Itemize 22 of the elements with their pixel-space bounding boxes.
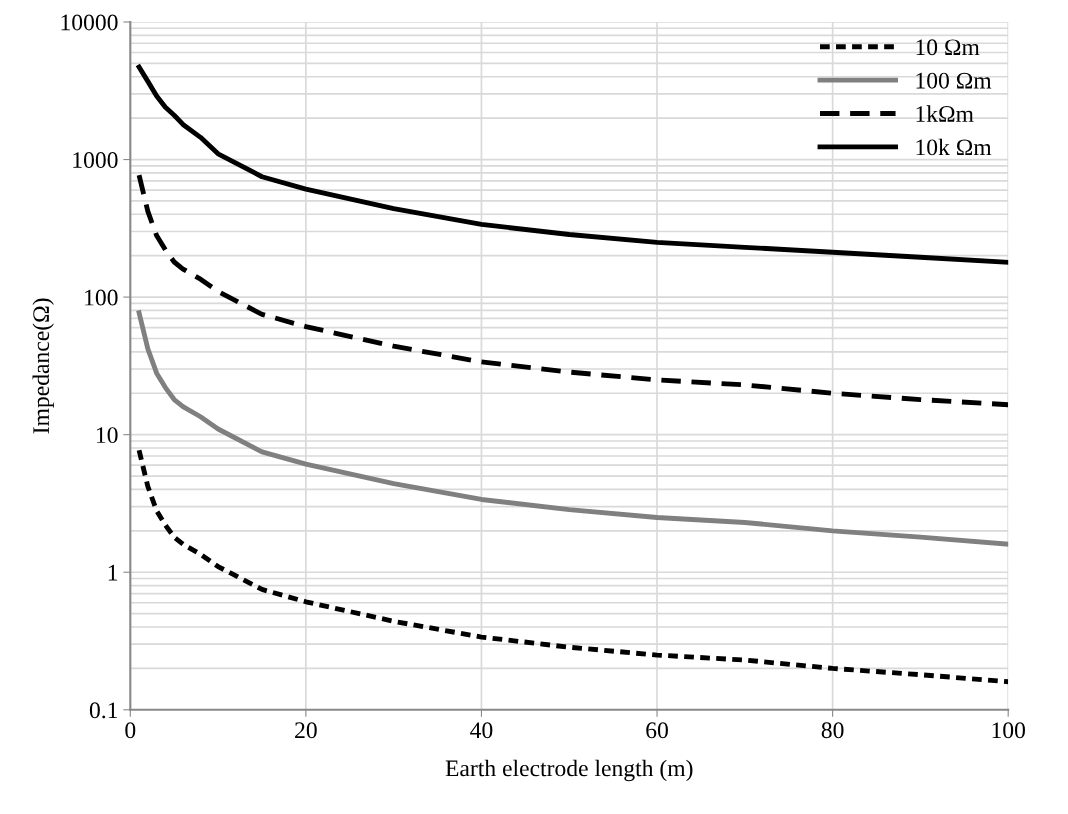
line-series (136, 172, 1009, 408)
x-tick-label: 100 (992, 722, 1025, 739)
y-tick-label: 10 (96, 427, 118, 444)
x-tick-label: 80 (821, 722, 844, 739)
x-tick-label: 40 (470, 722, 493, 739)
line-series (136, 447, 1009, 685)
line-series (136, 310, 1009, 547)
x-tick-label: 20 (295, 722, 317, 739)
x-tick-label: 60 (646, 722, 668, 739)
y-axis-title: Impedance(Ω) (32, 298, 54, 434)
legend-label: 100 Ωm (916, 72, 992, 89)
legend-label: 10k Ωm (916, 138, 992, 156)
y-tick-label: 1 (108, 564, 118, 581)
y-tick-label: 100 (85, 289, 118, 306)
legend-label: 1kΩm (916, 105, 974, 122)
line-series (136, 64, 1009, 265)
y-tick-label: 10000 (61, 14, 118, 31)
x-axis-title: Earth electrode length (m) (445, 759, 693, 782)
x-tick-label: 0 (125, 722, 136, 739)
legend-label: 10 Ωm (916, 39, 980, 56)
y-tick-label: 0.1 (89, 702, 118, 719)
y-tick-label: 1000 (73, 152, 118, 168)
